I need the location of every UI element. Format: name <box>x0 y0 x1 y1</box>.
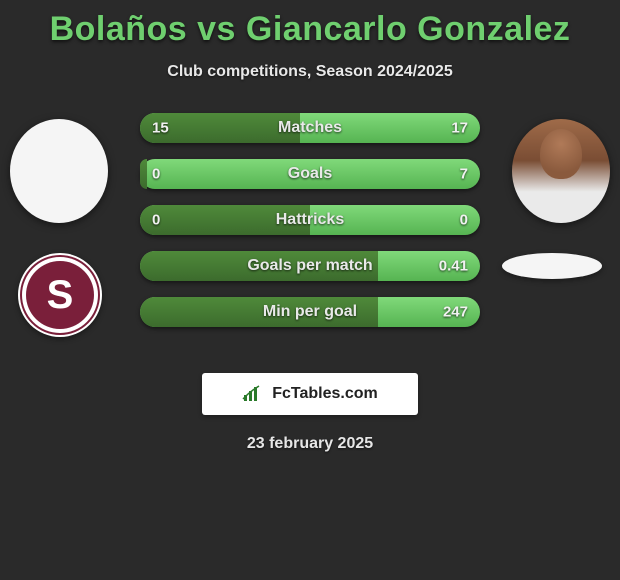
club-badge-right <box>502 253 602 279</box>
brand-text: FcTables.com <box>272 385 378 403</box>
date-text: 23 february 2025 <box>0 435 620 453</box>
stat-label: Hattricks <box>276 211 344 229</box>
stat-bar: 0 Goals 7 <box>140 159 480 189</box>
comparison-card: Bolaños vs Giancarlo Gonzalez Club compe… <box>0 0 620 453</box>
stat-value-left: 0 <box>152 166 160 183</box>
stat-label: Min per goal <box>263 303 357 321</box>
stat-value-right: 247 <box>443 304 468 321</box>
stat-bars: 15 Matches 17 0 Goals 7 0 Hattricks 0 Goals per m… <box>140 113 480 343</box>
stat-value-right: 7 <box>460 166 468 183</box>
stat-bar: 0 Hattricks 0 <box>140 205 480 235</box>
comparison-area: 15 Matches 17 0 Goals 7 0 Hattricks 0 Goals per m… <box>0 113 620 353</box>
player-avatar-left <box>10 119 108 223</box>
stat-bar: Min per goal 247 <box>140 297 480 327</box>
page-title: Bolaños vs Giancarlo Gonzalez <box>0 10 620 49</box>
bar-fill-left <box>140 159 147 189</box>
stat-bar: Goals per match 0.41 <box>140 251 480 281</box>
stat-value-right: 0.41 <box>439 258 468 275</box>
stat-value-left: 0 <box>152 212 160 229</box>
stat-label: Goals per match <box>247 257 372 275</box>
stat-value-right: 17 <box>451 120 468 137</box>
club-badge-left <box>18 253 102 337</box>
brand-badge: FcTables.com <box>202 373 418 415</box>
subtitle: Club competitions, Season 2024/2025 <box>0 63 620 81</box>
stat-label: Goals <box>288 165 332 183</box>
stat-value-right: 0 <box>460 212 468 229</box>
stat-value-left: 15 <box>152 120 169 137</box>
player-avatar-right <box>512 119 610 223</box>
stat-bar: 15 Matches 17 <box>140 113 480 143</box>
stat-label: Matches <box>278 119 342 137</box>
chart-icon <box>242 385 266 403</box>
